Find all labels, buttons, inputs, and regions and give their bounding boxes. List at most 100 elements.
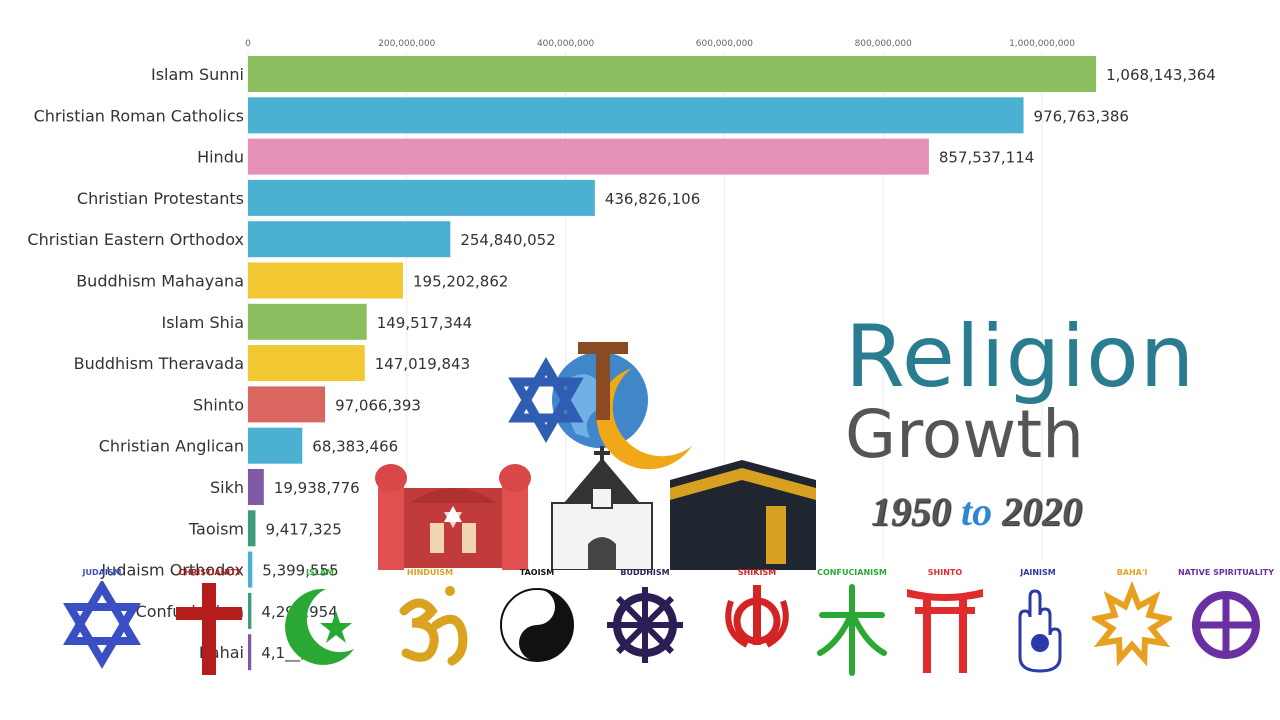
symbol-dharma-wheel: BUDDHISM [595,568,695,677]
symbol-cross: CHRISTIANITY [160,568,260,677]
value-label: 97,066,393 [335,396,421,414]
category-label: Sikh [210,478,244,497]
tick-label: 800,000,000 [855,39,913,49]
symbol-label: JAINISM [1020,568,1056,577]
symbol-confucian-glyph: CONFUCIANISM [802,568,902,677]
crescent-icon [596,368,692,470]
bar [248,634,252,671]
bar [248,303,367,340]
value-label: 68,383,466 [312,438,398,456]
bars [248,56,1097,671]
category-label: Islam Sunni [151,65,244,84]
tick-label: 0 [245,39,251,49]
religion-symbols-strip: JUDAISM CHRISTIANITY ISLAM HINDUISM TAOISM BU… [0,568,1280,720]
torii-icon [907,589,983,673]
symbol-label: TAOISM [519,568,555,577]
symbol-nine-point-star: BAHA'I [1082,568,1182,677]
dharma-wheel-icon [607,587,683,663]
bar [248,138,929,175]
category-label: Shinto [193,395,244,414]
bar [248,469,264,505]
confucian-glyph-icon [817,584,887,676]
symbol-star-of-david: JUDAISM [52,568,152,677]
nine-point-star-icon [1092,581,1172,667]
tick-label: 600,000,000 [696,39,754,49]
axis-ticks: 0 200,000,000 400,000,000 600,000,000 800,00… [245,39,1075,49]
year-separator: to [961,489,993,534]
value-label: 147,019,843 [375,355,470,373]
symbol-crescent-star: ISLAM [270,568,370,677]
symbol-label: SHINTO [927,568,963,577]
category-label: Christian Roman Catholics [34,106,244,125]
symbol-yin-yang: TAOISM [487,568,587,677]
crescent-star-icon [285,588,354,665]
title-line-1: Religion [845,307,1196,407]
bar [248,551,253,588]
year-start: 1950 [871,489,951,534]
jain-hand-icon [1018,589,1062,673]
tick-label: 200,000,000 [378,39,436,49]
tick-label: 1,000,000,000 [1009,39,1075,49]
khanda-icon [725,585,789,648]
om-icon [399,586,468,666]
symbol-torii: SHINTO [895,568,995,677]
symbol-om: HINDUISM [380,568,480,677]
cross-icon [176,583,242,675]
value-label: 195,202,862 [413,273,508,291]
value-label: 149,517,344 [377,314,472,332]
bar [248,179,595,216]
symbol-medicine-wheel: NATIVE SPIRITUALITY [1176,568,1276,677]
category-label: Taoism [188,519,244,538]
category-label: Judaism Orthodox [100,561,244,580]
star-of-david-icon [62,581,142,669]
bar [248,221,451,258]
symbol-label: SHIKISM [737,568,777,577]
value-label: 9,417,325 [265,520,341,538]
category-label: Christian Anglican [99,437,244,456]
year-end: 2020 [1002,489,1083,534]
synagogue-icon [375,464,531,570]
category-label: Christian Eastern Orthodox [27,230,244,249]
value-label: 857,537,114 [939,149,1034,167]
value-label: 1,068,143,364 [1106,66,1216,84]
symbol-label: JUDAISM [82,568,122,577]
category-label: Christian Protestants [77,189,244,208]
symbol-label: BUDDHISM [620,568,670,577]
medicine-wheel-icon [1192,591,1260,659]
tick-label: 400,000,000 [537,39,595,49]
symbol-label: BAHA'I [1116,568,1148,577]
symbol-jain-hand: JAINISM [988,568,1088,677]
value-labels: 1,068,143,364 976,763,386 857,537,114 436,8… [261,66,1216,663]
value-label: 436,826,106 [605,190,700,208]
bar [248,592,252,629]
yin-yang-icon [500,588,574,662]
symbol-label: HINDUISM [406,568,454,577]
value-label: 254,840,052 [460,231,555,249]
bar [248,56,1097,92]
value-label: 5,399,555 [262,562,338,580]
bar [248,97,1024,134]
value-label: 19,938,776 [274,479,360,497]
bar [248,386,326,423]
category-label: Islam Shia [161,313,244,332]
symbol-khanda: SHIKISM [707,568,807,677]
bar [248,262,403,299]
religion-collage-image [375,342,816,570]
category-label: Buddhism Mahayana [76,272,244,291]
symbol-label: ISLAM [306,568,334,577]
symbol-label: CHRISTIANITY [178,568,242,577]
title-block: Religion Growth 1950 to 2020 [845,312,1265,535]
value-label: 976,763,386 [1034,107,1129,125]
category-label: Buddhism Theravada [74,354,244,373]
kaaba-icon [670,460,816,570]
symbol-label: NATIVE SPIRITUALITY [1177,568,1275,577]
star-of-david-illustration [508,356,584,444]
bar [248,510,256,547]
category-label: Hindu [197,148,244,167]
church-icon [551,446,653,570]
bar [248,427,303,464]
year-range: 1950 to 2020 [871,488,1265,535]
title-line-2: Growth [845,396,1084,473]
symbol-label: CONFUCIANISM [817,568,887,577]
